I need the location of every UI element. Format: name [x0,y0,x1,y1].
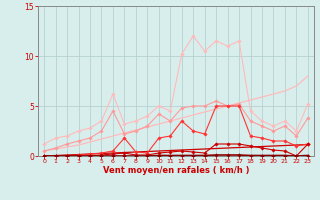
X-axis label: Vent moyen/en rafales ( km/h ): Vent moyen/en rafales ( km/h ) [103,166,249,175]
